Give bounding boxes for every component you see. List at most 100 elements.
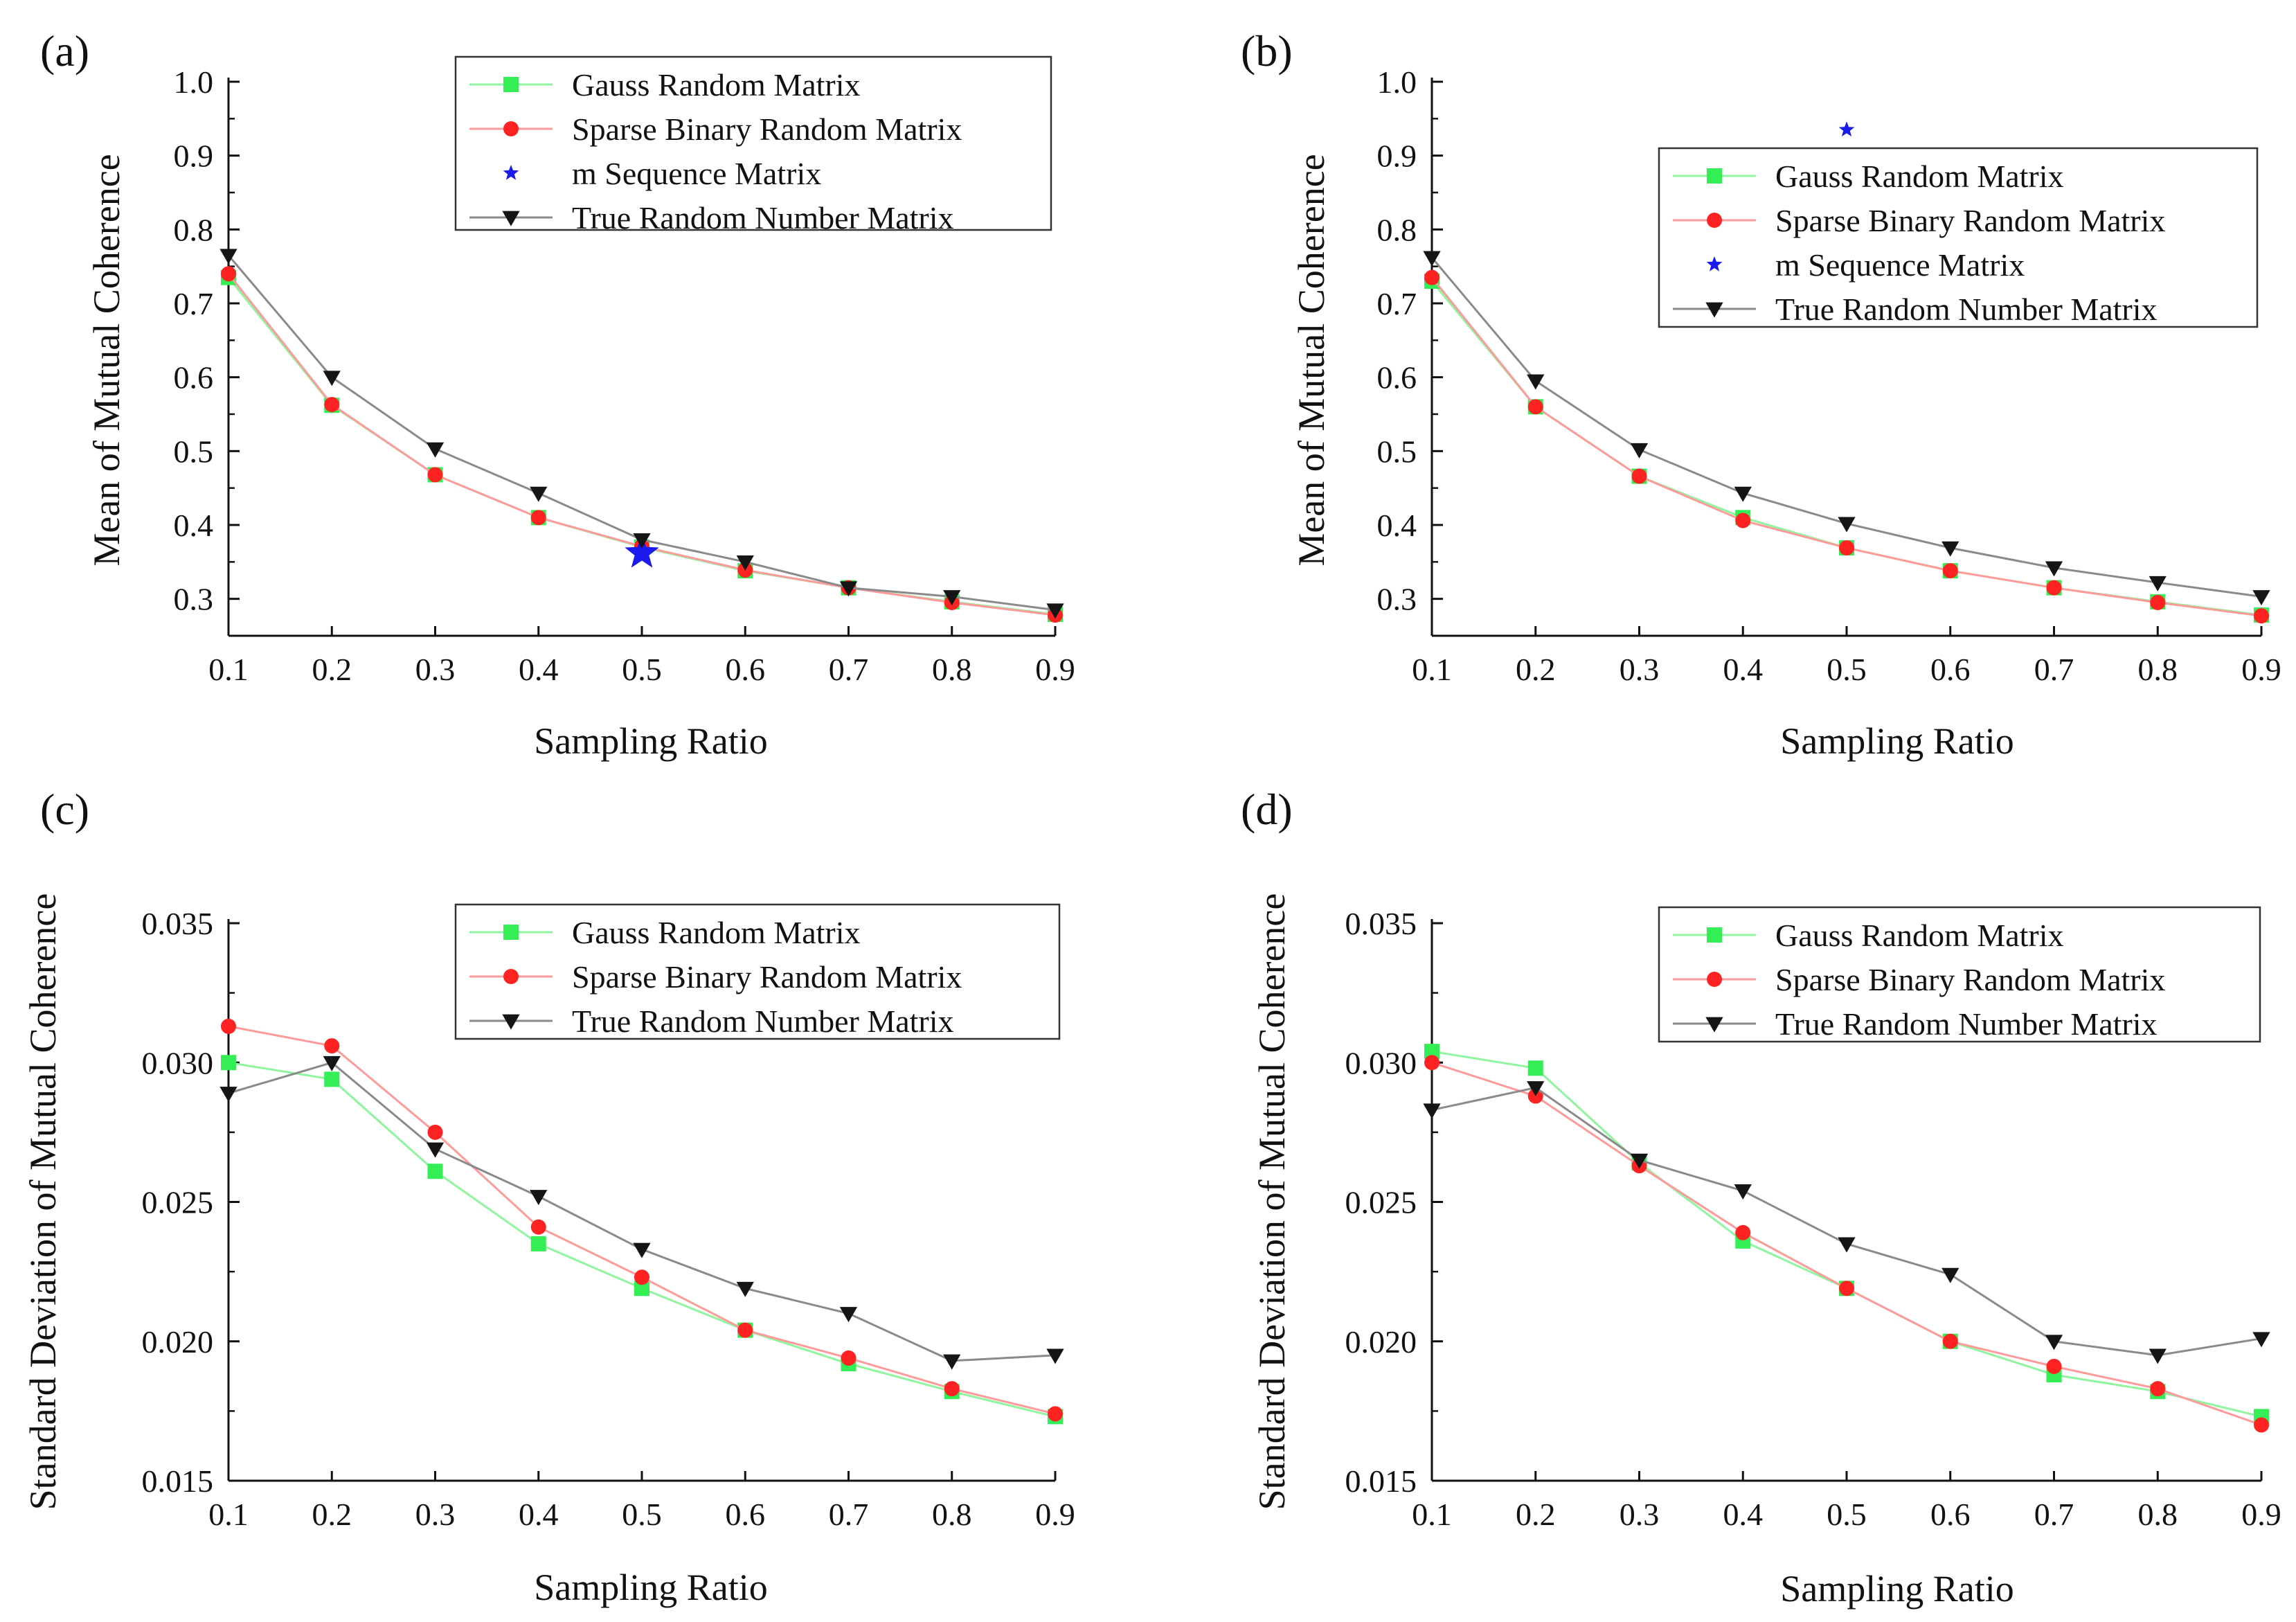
panel-b-legend-marker bbox=[1706, 256, 1723, 271]
panel-d-x-tick-label: 0.7 bbox=[2034, 1497, 2074, 1532]
panel-b-legend-box bbox=[1658, 147, 2259, 328]
panel-b-legend-item-m-sequence-matrix: m Sequence Matrix bbox=[1706, 247, 2025, 283]
panel-d-legend-label: Sparse Binary Random Matrix bbox=[1775, 962, 2165, 997]
panel-a-series-gauss-random-matrix bbox=[221, 269, 1063, 623]
panel-d-legend-box bbox=[1658, 906, 2261, 1043]
panel-a-legend-marker bbox=[503, 121, 519, 136]
panel-d-y-tick-label: 0.035 bbox=[1345, 906, 1417, 941]
panel-b-x-tick-label: 0.3 bbox=[1620, 652, 1660, 687]
panel-b-legend-marker bbox=[1705, 302, 1723, 318]
panel-a-x-tick-label: 0.3 bbox=[415, 652, 456, 687]
panel-c-y-tick-label: 0.030 bbox=[142, 1045, 214, 1080]
panel-c-y-axis-title: Standard Deviation of Mutual Coherence bbox=[22, 893, 64, 1510]
panel-c-point-true-random-number-matrix bbox=[530, 1190, 548, 1206]
panel-c-point-true-random-number-matrix bbox=[633, 1242, 651, 1258]
panel-b-x-tick-label: 0.7 bbox=[2034, 652, 2074, 687]
panel-c-x-tick-label: 0.8 bbox=[932, 1497, 972, 1532]
panel-a-point-m-sequence-matrix bbox=[625, 535, 659, 568]
panel-d-point-true-random-number-matrix bbox=[1941, 1267, 1959, 1283]
panel-a-line-sparse-binary-random-matrix bbox=[227, 273, 1056, 616]
panel-d-point-sparse-binary-random-matrix bbox=[1942, 1333, 1958, 1349]
panel-a-legend: Gauss Random Matrix Sparse Binary Random … bbox=[454, 55, 1052, 235]
panel-d-legend-item-sparse-binary-random-matrix: Sparse Binary Random Matrix bbox=[1673, 962, 2165, 997]
panel-b-y-tick-label: 0.4 bbox=[1377, 508, 1417, 543]
panel-c-legend-marker bbox=[503, 969, 519, 984]
panel-b-y-tick-label: 0.5 bbox=[1377, 434, 1417, 469]
panel-b-point-sparse-binary-random-matrix bbox=[1735, 513, 1751, 528]
panel-d-line-gauss-random-matrix bbox=[1431, 1050, 2262, 1418]
panel-b-point-sparse-binary-random-matrix bbox=[2254, 608, 2269, 624]
panel-a-legend-item-true-random-number-matrix: True Random Number Matrix bbox=[469, 200, 954, 235]
panel-b-point-true-random-number-matrix bbox=[1838, 517, 1856, 533]
panel-b-series-m-sequence-matrix bbox=[1838, 121, 1855, 136]
panel-c-point-sparse-binary-random-matrix bbox=[634, 1269, 649, 1285]
panel-d-legend-marker bbox=[1707, 972, 1722, 987]
panel-a-label: (a) bbox=[40, 26, 89, 75]
panel-c-point-true-random-number-matrix bbox=[943, 1354, 961, 1370]
panel-d-point-sparse-binary-random-matrix bbox=[1424, 1055, 1440, 1071]
panel-d-chart: (d) 0.1 0.2 0.3 0.4 0.5 0.6 0.7 0.8 0.9 0.015 0.020… bbox=[1241, 785, 2281, 1610]
panel-c-point-true-random-number-matrix bbox=[736, 1281, 754, 1297]
panel-a-point-sparse-binary-random-matrix bbox=[324, 397, 340, 413]
panel-d-legend-label: Gauss Random Matrix bbox=[1775, 918, 2064, 953]
panel-b-series-true-random-number-matrix bbox=[1423, 251, 2270, 606]
panel-a-legend-item-m-sequence-matrix: m Sequence Matrix bbox=[503, 156, 821, 191]
panel-a-x-axis-title: Sampling Ratio bbox=[534, 720, 768, 762]
panel-a-legend-label: True Random Number Matrix bbox=[572, 200, 954, 235]
panel-d-y-tick-label: 0.020 bbox=[1345, 1324, 1417, 1360]
panel-a-y-tick-label: 0.3 bbox=[174, 582, 214, 617]
panel-b-point-sparse-binary-random-matrix bbox=[1527, 399, 1543, 415]
panel-a-x-tick-label: 0.7 bbox=[829, 652, 869, 687]
panel-c-line-sparse-binary-random-matrix bbox=[228, 1025, 1056, 1415]
panel-b-x-tick-label: 0.1 bbox=[1412, 652, 1452, 687]
panel-d-x-tick-label: 0.9 bbox=[2241, 1497, 2281, 1532]
panel-b-x-tick-label: 0.6 bbox=[1930, 652, 1971, 687]
panel-a-point-sparse-binary-random-matrix bbox=[221, 266, 236, 282]
panel-b-legend-label: Gauss Random Matrix bbox=[1775, 159, 2064, 194]
panel-b-point-true-random-number-matrix bbox=[1734, 486, 1752, 502]
panel-b-y-tick-label: 1.0 bbox=[1377, 64, 1417, 100]
panel-a-y-tick-label: 0.4 bbox=[174, 508, 214, 543]
panel-b-point-sparse-binary-random-matrix bbox=[1631, 468, 1647, 484]
panel-a-y-tick-label: 0.8 bbox=[174, 212, 214, 247]
panel-b-chart: (b) 0.1 0.2 0.3 0.4 0.5 0.6 0.7 0.8 0.9 0.3 0.4 0.5 0… bbox=[1241, 26, 2281, 762]
panel-b-legend-marker bbox=[1707, 213, 1722, 228]
panel-d-x-tick-label: 0.4 bbox=[1723, 1497, 1764, 1532]
panel-a-y-tick-label: 0.7 bbox=[174, 286, 214, 321]
panel-d-x-tick-label: 0.1 bbox=[1412, 1497, 1452, 1532]
panel-a-legend-box bbox=[454, 55, 1052, 231]
panel-d-x-tick-label: 0.5 bbox=[1827, 1497, 1867, 1532]
panel-c-legend-label: True Random Number Matrix bbox=[572, 1004, 954, 1039]
panel-a-line-gauss-random-matrix bbox=[227, 276, 1056, 616]
panel-d-x-tick-label: 0.6 bbox=[1930, 1497, 1971, 1532]
panel-c-label: (c) bbox=[40, 785, 89, 834]
panel-a-point-true-random-number-matrix bbox=[426, 442, 445, 458]
panel-c-point-sparse-binary-random-matrix bbox=[427, 1124, 443, 1140]
panel-d-point-true-random-number-matrix bbox=[1527, 1081, 1545, 1097]
panel-d-series-gauss-random-matrix bbox=[1424, 1044, 2269, 1425]
panel-a-y-tick-label: 1.0 bbox=[174, 64, 214, 100]
panel-b-line-sparse-binary-random-matrix bbox=[1430, 276, 2262, 617]
panel-b-point-sparse-binary-random-matrix bbox=[2150, 595, 2166, 610]
panel-d-point-true-random-number-matrix bbox=[2252, 1332, 2270, 1348]
panel-d-series-true-random-number-matrix bbox=[1423, 1081, 2270, 1364]
panel-c-point-gauss-random-matrix bbox=[427, 1164, 443, 1179]
panel-d-legend-item-true-random-number-matrix: True Random Number Matrix bbox=[1673, 1006, 2158, 1042]
panel-d-point-true-random-number-matrix bbox=[1630, 1153, 1649, 1169]
panel-c-point-true-random-number-matrix bbox=[323, 1055, 341, 1071]
panel-b-y-tick-label: 0.6 bbox=[1377, 360, 1417, 395]
panel-d-point-true-random-number-matrix bbox=[1838, 1237, 1856, 1253]
panel-c-point-sparse-binary-random-matrix bbox=[737, 1322, 753, 1338]
panel-c-point-gauss-random-matrix bbox=[221, 1055, 236, 1071]
panel-c-legend-label: Gauss Random Matrix bbox=[572, 915, 861, 950]
panel-d-point-sparse-binary-random-matrix bbox=[1839, 1281, 1854, 1296]
panel-c-x-axis-title: Sampling Ratio bbox=[534, 1567, 768, 1608]
panel-c-point-sparse-binary-random-matrix bbox=[530, 1219, 546, 1235]
panel-c-y-tick-label: 0.020 bbox=[142, 1324, 214, 1360]
panel-a-point-true-random-number-matrix bbox=[633, 533, 651, 549]
panel-d-point-sparse-binary-random-matrix bbox=[2150, 1381, 2166, 1397]
panel-a-series-m-sequence-matrix bbox=[625, 535, 659, 568]
panel-c-x-tick-label: 0.1 bbox=[208, 1497, 249, 1532]
panel-b-legend-item-gauss-random-matrix: Gauss Random Matrix bbox=[1673, 159, 2064, 194]
panel-c-series-sparse-binary-random-matrix bbox=[221, 1018, 1063, 1422]
